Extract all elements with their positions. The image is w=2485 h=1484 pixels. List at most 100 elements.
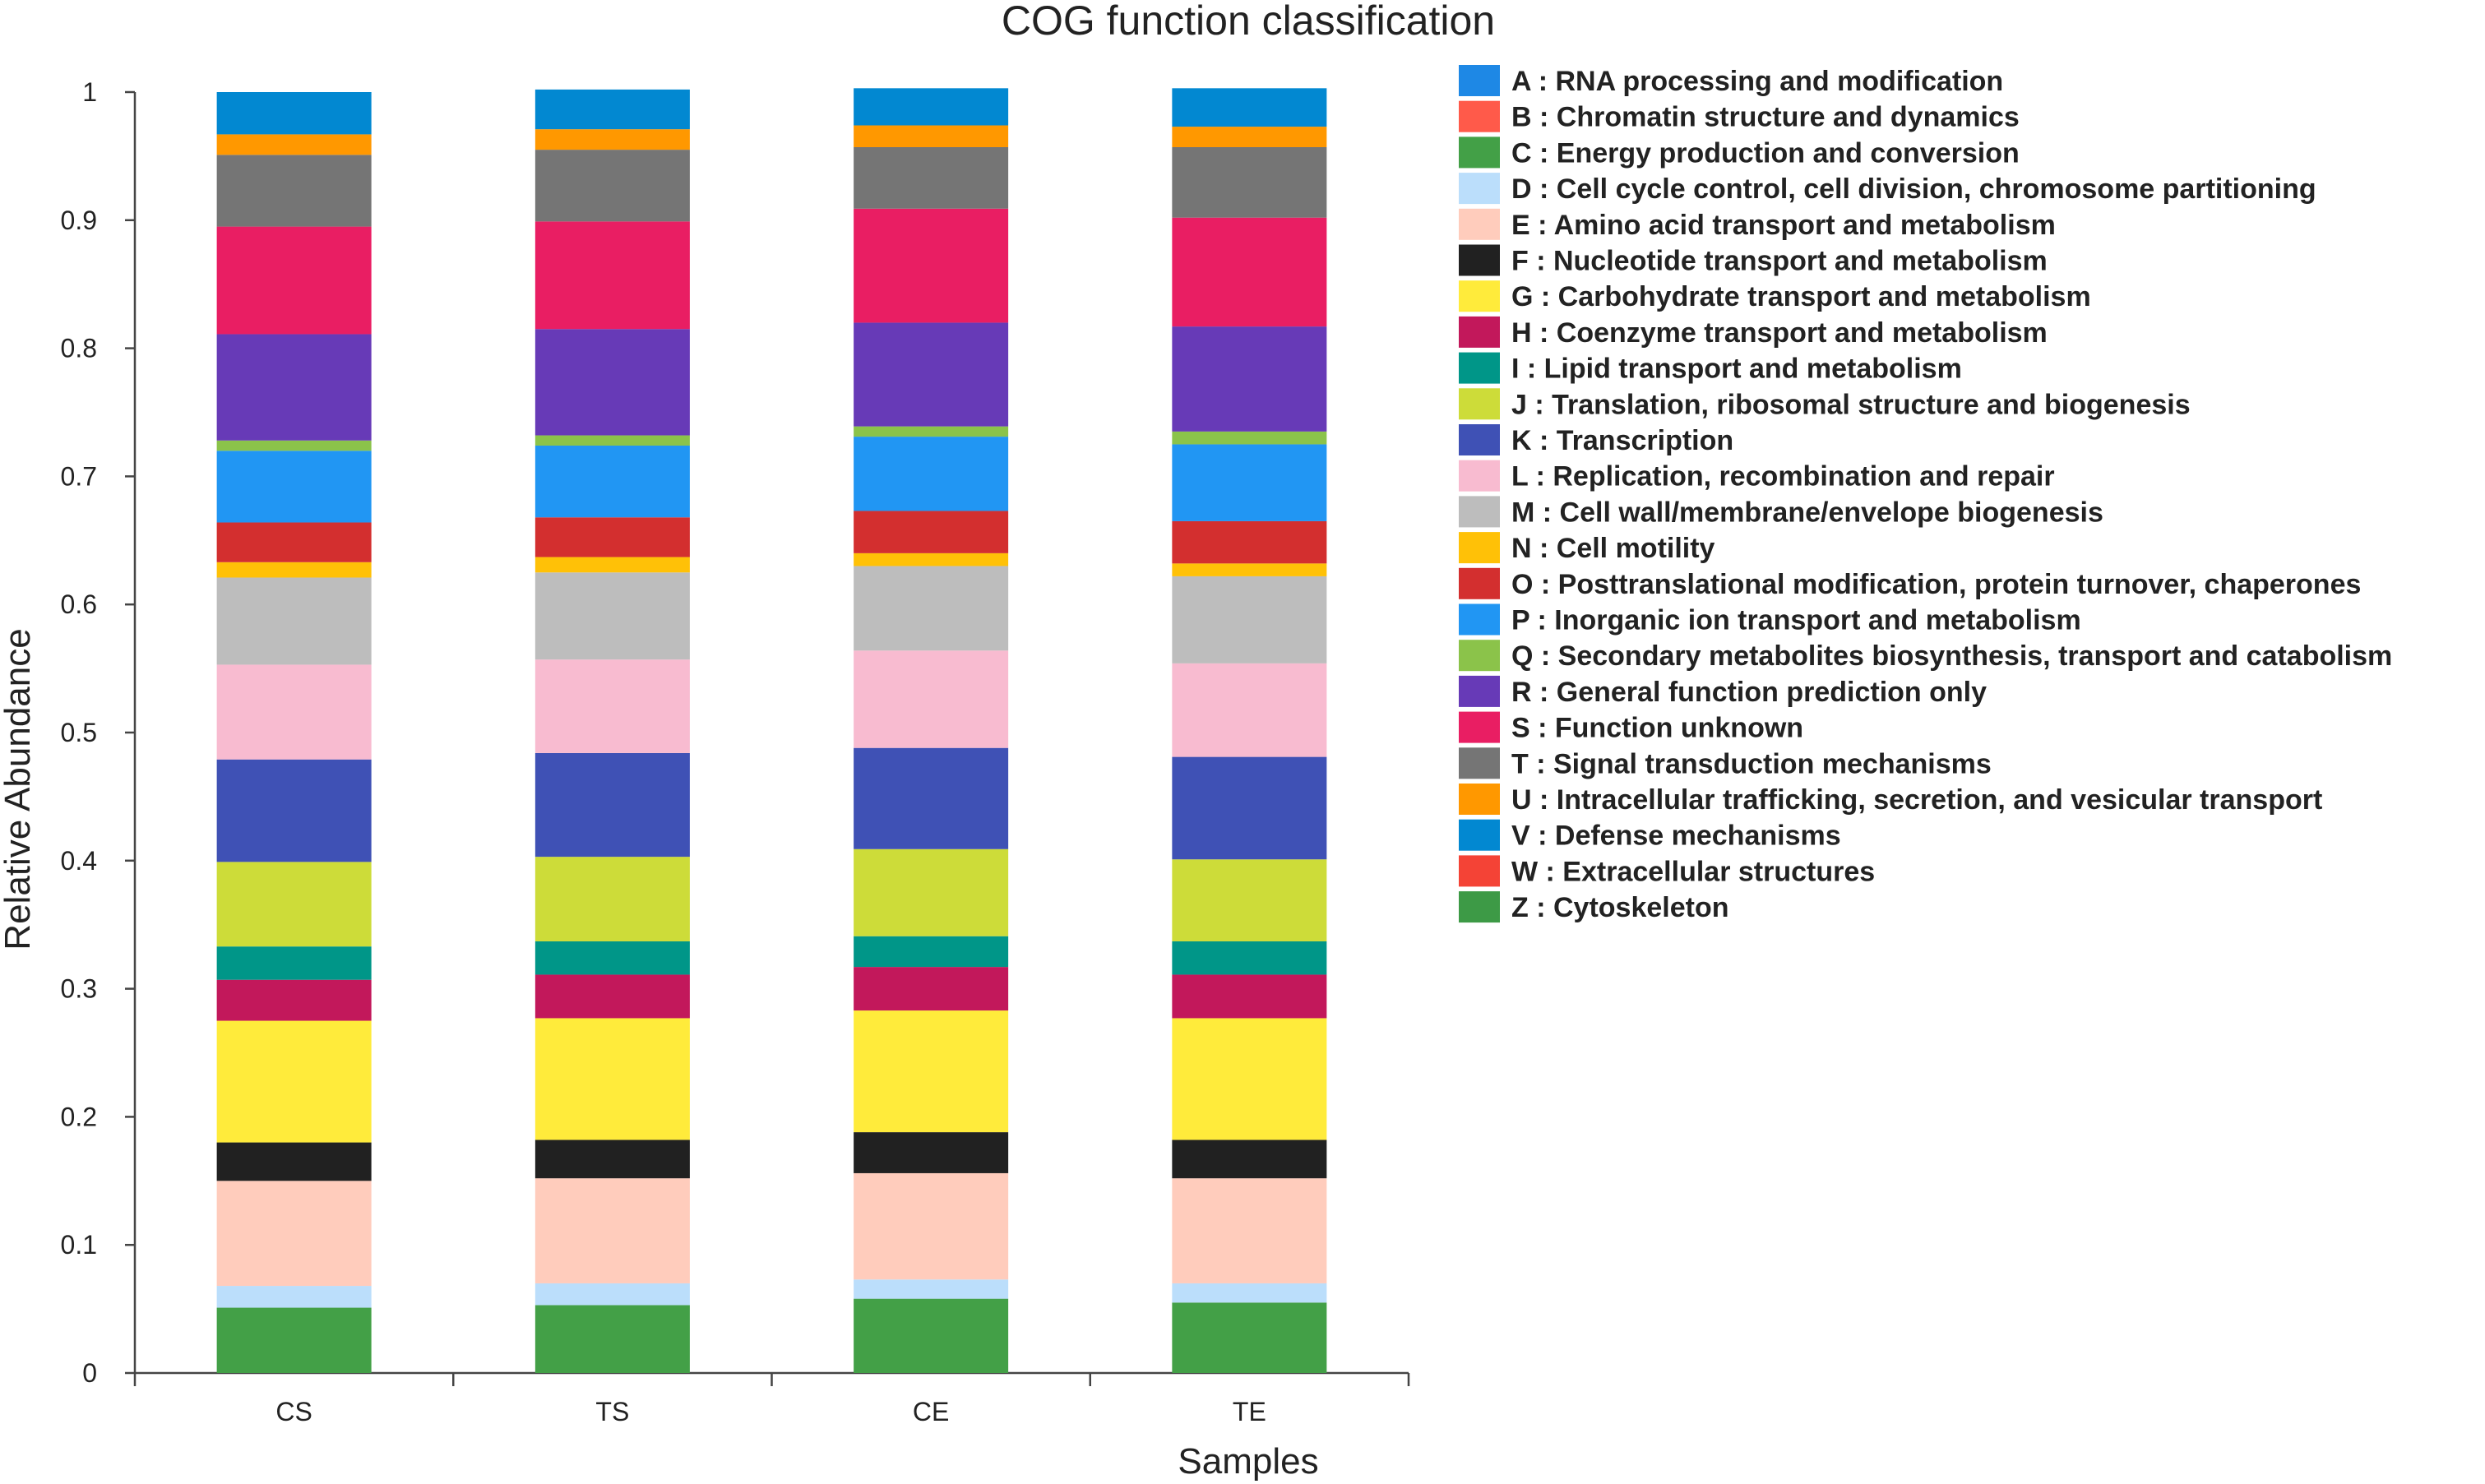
bar-segment-m (534, 572, 690, 660)
bar-segment-d (854, 1279, 1009, 1299)
legend-label: J : Translation, ribosomal structure and… (1511, 389, 2191, 420)
legend-label: H : Coenzyme transport and metabolism (1511, 317, 2048, 349)
bar-segment-u (1172, 127, 1327, 147)
legend-label: S : Function unknown (1511, 713, 1803, 744)
bar-segment-h (1172, 974, 1327, 1019)
bar-segment-k (534, 752, 690, 858)
legend-label: G : Carbohydrate transport and metabolis… (1511, 281, 2091, 312)
bar-segment-j (216, 862, 372, 947)
legend-label: F : Nucleotide transport and metabolism (1511, 246, 2048, 277)
legend-swatch (1459, 316, 1500, 348)
bar-segment-u (216, 134, 372, 155)
chart-title: COG function classification (1002, 0, 1495, 44)
bar-segment-k (1172, 756, 1327, 860)
legend-swatch (1459, 280, 1500, 312)
bar-segment-p (1172, 444, 1327, 521)
bar-segment-j (854, 848, 1009, 936)
bar-segment-q (854, 426, 1009, 437)
y-tick-label: 0.4 (61, 846, 97, 876)
legend-item: F : Nucleotide transport and metabolism (1459, 244, 2048, 277)
legend-swatch (1459, 136, 1500, 169)
legend-swatch (1459, 424, 1500, 455)
y-tick-label: 0.1 (61, 1230, 97, 1260)
y-tick-label: 0 (82, 1358, 97, 1388)
bar-segment-d (216, 1286, 372, 1308)
bar-segment-o (1172, 520, 1327, 564)
x-tick-label: TE (1233, 1397, 1266, 1426)
legend-swatch (1459, 711, 1500, 743)
x-axis-label: Samples (1178, 1441, 1318, 1482)
bar-segment-r (534, 329, 690, 436)
bar-segment-u (534, 129, 690, 150)
bar-segment-s (854, 208, 1009, 323)
legend-label: W : Extracellular structures (1511, 856, 1875, 887)
bar-segment-h (854, 967, 1009, 1011)
bar-segment-i (216, 946, 372, 980)
bar-segment-q (216, 440, 372, 451)
bar-segment-h (216, 979, 372, 1021)
bar-segment-t (1172, 146, 1327, 218)
legend-swatch (1459, 352, 1500, 384)
legend-label: L : Replication, recombination and repai… (1511, 461, 2055, 492)
legend-swatch (1459, 567, 1500, 599)
legend-label: M : Cell wall/membrane/envelope biogenes… (1511, 497, 2103, 528)
bar-segment-o (854, 511, 1009, 553)
bar-segment-v (534, 89, 690, 130)
bar-segment-g (216, 1020, 372, 1143)
bar-segment-d (534, 1283, 690, 1306)
legend-item: G : Carbohydrate transport and metabolis… (1459, 280, 2091, 312)
legend-item: N : Cell motility (1459, 532, 1715, 564)
legend-item: O : Posttranslational modification, prot… (1459, 567, 2361, 600)
bar-segment-q (534, 435, 690, 446)
legend-swatch (1459, 532, 1500, 564)
legend-item: Z : Cytoskeleton (1459, 891, 1728, 923)
bar-segment-e (1172, 1178, 1327, 1283)
legend-item: V : Defense mechanisms (1459, 819, 1841, 852)
plot-area: 0 0.1 0.2 0.3 0.4 0.5 0.6 0.7 0.8 0.9 1 CS TS CE TE (61, 77, 1410, 1426)
legend-item: J : Translation, ribosomal structure and… (1459, 388, 2191, 420)
legend-label: V : Defense mechanisms (1511, 821, 1841, 852)
bar-segment-k (216, 759, 372, 862)
bar-segment-c (854, 1298, 1009, 1373)
legend-item: S : Function unknown (1459, 711, 1803, 744)
legend-label: Z : Cytoskeleton (1511, 892, 1728, 923)
bar-segment-i (534, 941, 690, 975)
bar-segment-n (854, 552, 1009, 566)
y-tick-label: 0.9 (61, 206, 97, 235)
x-tick-label: CS (275, 1397, 312, 1426)
legend-label: D : Cell cycle control, cell division, c… (1511, 173, 2316, 205)
legend-item: W : Extracellular structures (1459, 855, 1875, 887)
legend-label: U : Intracellular trafficking, secretion… (1511, 784, 2322, 816)
bar-segment-l (1172, 663, 1327, 757)
legend-item: U : Intracellular trafficking, secretion… (1459, 784, 2322, 816)
legend-swatch (1459, 855, 1500, 887)
legend-swatch (1459, 65, 1500, 96)
bar-segment-r (854, 322, 1009, 427)
legend-item: H : Coenzyme transport and metabolism (1459, 316, 2048, 349)
legend-item: C : Energy production and conversion (1459, 136, 2020, 169)
legend-label: N : Cell motility (1511, 533, 1715, 564)
bar-segment-i (854, 936, 1009, 968)
bar-segment-g (1172, 1018, 1327, 1140)
legend-label: O : Posttranslational modification, prot… (1511, 569, 2361, 600)
legend-item: M : Cell wall/membrane/envelope biogenes… (1459, 496, 2103, 528)
legend-swatch (1459, 388, 1500, 420)
bar-segment-e (854, 1172, 1009, 1280)
x-tick-label: TS (595, 1397, 629, 1426)
bar-segment-o (216, 522, 372, 562)
bar-segment-g (854, 1010, 1009, 1133)
y-tick-label: 0.6 (61, 589, 97, 619)
bar-segment-c (216, 1307, 372, 1373)
legend-label: B : Chromatin structure and dynamics (1511, 102, 2020, 133)
legend: A : RNA processing and modification B : C… (1459, 65, 2392, 923)
bar-segment-h (534, 974, 690, 1019)
bar-segment-p (216, 451, 372, 523)
legend-swatch (1459, 640, 1500, 672)
legend-label: Q : Secondary metabolites biosynthesis, … (1511, 640, 2392, 672)
bar-segment-f (534, 1140, 690, 1179)
y-tick-label: 0.3 (61, 974, 97, 1004)
y-tick-label: 0.2 (61, 1102, 97, 1131)
bar-segment-e (216, 1181, 372, 1287)
legend-swatch (1459, 784, 1500, 815)
